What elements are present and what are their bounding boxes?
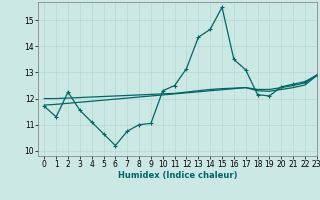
- X-axis label: Humidex (Indice chaleur): Humidex (Indice chaleur): [118, 171, 237, 180]
